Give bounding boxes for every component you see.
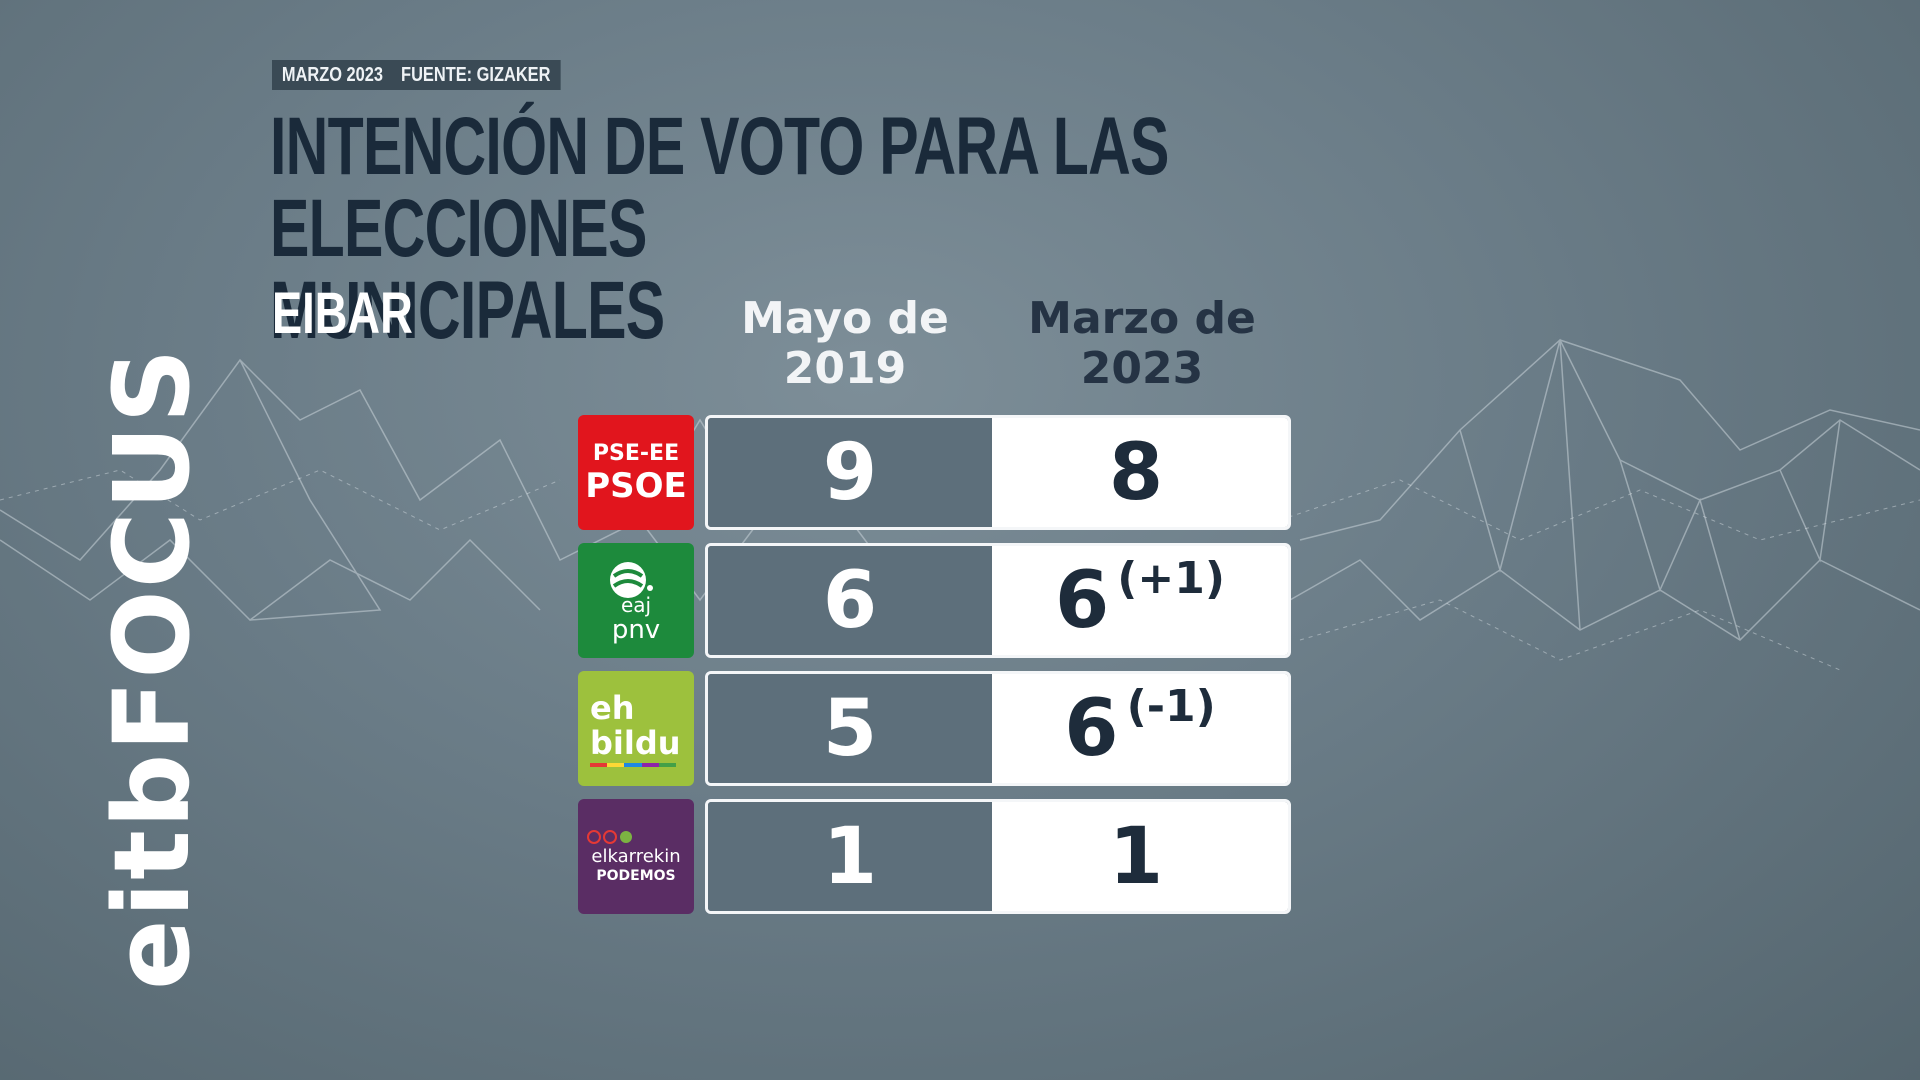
podemos-logo: elkarrekin PODEMOS	[578, 799, 694, 914]
pnv-flower-icon	[610, 561, 653, 598]
source-label: FUENTE: GIZAKER	[401, 63, 551, 86]
seat-change: (-1)	[1126, 681, 1216, 732]
seats-2023-cell: 6 (+1)	[992, 546, 1288, 655]
seats-2023-cell: 1	[992, 802, 1288, 911]
seats-2019: 1	[708, 802, 992, 911]
eitb-focus-logo: eitbFOCUS	[91, 346, 213, 990]
table-row-podemos: elkarrekin PODEMOS 1 1	[578, 799, 1291, 914]
seat-change: (+1)	[1117, 553, 1225, 604]
seat-cells: 6 6 (+1)	[705, 543, 1291, 658]
seats-2023: 8	[1108, 427, 1164, 518]
table-row-psoe: PSE-EE PSOE 9 8	[578, 415, 1291, 530]
psoe-logo: PSE-EE PSOE	[578, 415, 694, 530]
pnv-logo: eaj pnv	[578, 543, 694, 658]
seats-2019: 5	[708, 674, 992, 783]
seats-2023: 6	[1055, 555, 1110, 646]
date-label: MARZO 2023	[281, 63, 384, 86]
seats-2023: 1	[1108, 811, 1164, 902]
column-header-2023: Marzo de 2023	[1028, 293, 1256, 394]
title-line-2: MUNICIPALES	[270, 265, 665, 356]
seats-2023: 6	[1064, 683, 1119, 774]
seat-cells: 5 6 (-1)	[705, 671, 1291, 786]
city-label: EIBAR	[272, 281, 413, 346]
table-row-bildu: eh bildu 5 6 (-1)	[578, 671, 1291, 786]
column-header-2019: Mayo de 2019	[741, 293, 949, 394]
source-badge: MARZO 2023 FUENTE: GIZAKER	[272, 60, 561, 90]
seat-cells: 9 8	[705, 415, 1291, 530]
bildu-color-stripe	[590, 762, 677, 767]
title-line-1: INTENCIÓN DE VOTO PARA LAS ELECCIONES	[270, 101, 1169, 274]
seats-2019: 6	[708, 546, 992, 655]
seats-2023-cell: 8	[992, 418, 1288, 527]
bildu-logo: eh bildu	[578, 671, 694, 786]
seats-2023-cell: 6 (-1)	[992, 674, 1288, 783]
page-title: INTENCIÓN DE VOTO PARA LAS ELECCIONES MU…	[270, 106, 1494, 352]
podemos-circles-icon	[587, 829, 632, 844]
table-row-pnv: eaj pnv 6 6 (+1)	[578, 543, 1291, 658]
seats-2019: 9	[708, 418, 992, 527]
seat-cells: 1 1	[705, 799, 1291, 914]
